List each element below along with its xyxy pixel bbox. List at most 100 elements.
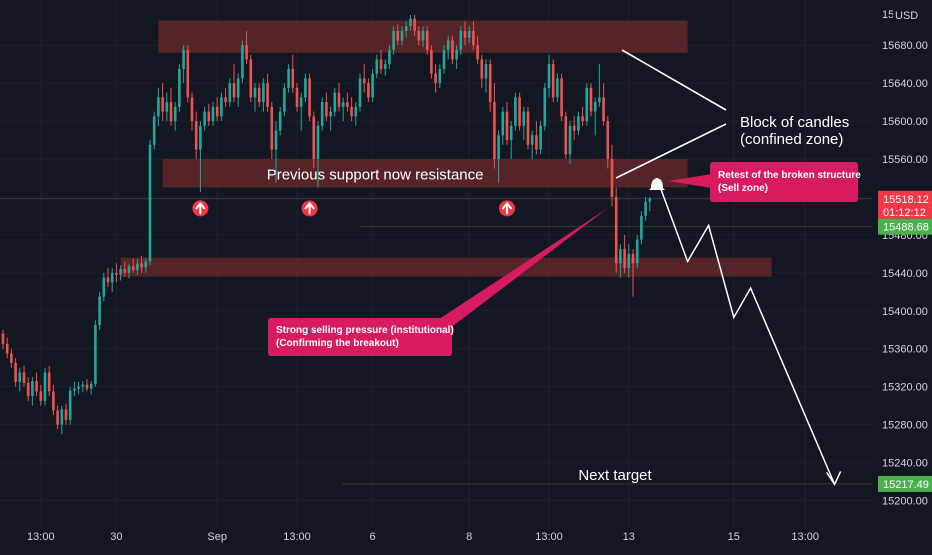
candle [362,78,366,84]
price-tick-label: 15680.00 [882,40,928,52]
candle [94,325,97,384]
candle [308,78,311,117]
candle [421,30,425,41]
candle [228,83,232,103]
candle [287,68,290,88]
candle [316,125,320,160]
candle [274,130,278,150]
candle [459,30,463,50]
zone [162,159,688,188]
candle [173,106,177,122]
candle [337,92,341,107]
candle [526,111,530,145]
price-tick-label: 15360.00 [882,344,928,356]
candle [115,272,118,275]
price-tick-label: 15440.00 [882,268,928,280]
candle [589,87,593,112]
candle [455,49,458,60]
time-tick-label: 13:00 [27,531,55,543]
price-label-value: 15518.12 [883,194,929,206]
candle [110,272,114,283]
price-tick-label: 15280.00 [882,420,928,432]
candle [581,116,584,122]
candle [85,384,89,389]
projection-path [657,181,836,485]
candle [383,64,387,69]
candle [467,30,471,38]
candle [89,383,93,389]
candle [598,97,601,103]
candle [152,116,156,145]
candle [556,78,559,98]
candle [375,59,379,74]
candle [18,372,22,382]
price-label-value: 15488.68 [883,222,929,234]
currency-label: USD [895,10,918,22]
candle [148,144,152,262]
price-label [878,190,932,219]
candle [635,239,639,264]
candle [194,121,198,150]
time-tick-label: 13:00 [283,531,311,543]
price-axis[interactable]: 15200.00 15240.00 15280.00 15320.00 15360.00… [872,0,932,550]
candle [178,68,181,107]
candle [169,102,173,122]
candle [333,92,337,112]
candle [392,30,395,50]
candle [564,116,568,155]
candle [493,102,496,160]
candle [472,30,475,46]
price-label-value: 15217.49 [883,479,929,491]
candle [52,391,55,411]
selling-callout [268,318,452,356]
candle [404,26,408,31]
candle [312,116,316,160]
candle [560,78,563,117]
candle [640,215,643,240]
block-label-line2: (confined zone) [740,131,843,148]
axis-bg [872,0,932,550]
candle [186,49,190,98]
candle [509,125,513,141]
candle [354,106,358,117]
candle [551,64,555,98]
candle [270,106,274,150]
candle [329,111,332,117]
candle [341,102,345,107]
candle [568,125,572,155]
block-label-line1: Block of candles [740,114,849,131]
zones: Previous support now resistance [120,20,772,277]
candle [325,102,328,117]
candle [484,64,488,79]
retest-line2: (Sell zone) [718,183,768,194]
candle [211,106,215,122]
selling-callout-pointer [430,208,608,332]
candle [14,362,17,382]
candle [47,372,51,392]
candle [291,68,295,88]
candle [299,97,303,107]
candle [497,135,500,160]
candle [623,249,626,269]
time-axis[interactable]: 13:00 30 Sep 13:00 6 8 13:00 13 15 13:00 [27,531,819,543]
candle [123,269,127,273]
candle [22,372,26,383]
candle [182,49,185,69]
candle [26,382,30,397]
candle [203,111,206,126]
candle [577,116,580,131]
candle [320,102,324,126]
candle [249,59,253,98]
candle [350,106,353,117]
candle [144,261,148,268]
candle [430,49,433,74]
candle [304,78,307,98]
time-tick-label: 30 [110,531,122,543]
candle [644,201,647,216]
candle [530,135,534,145]
time-tick-label: Sep [207,531,227,543]
arrow-glyph [304,202,315,215]
candle [220,97,223,117]
